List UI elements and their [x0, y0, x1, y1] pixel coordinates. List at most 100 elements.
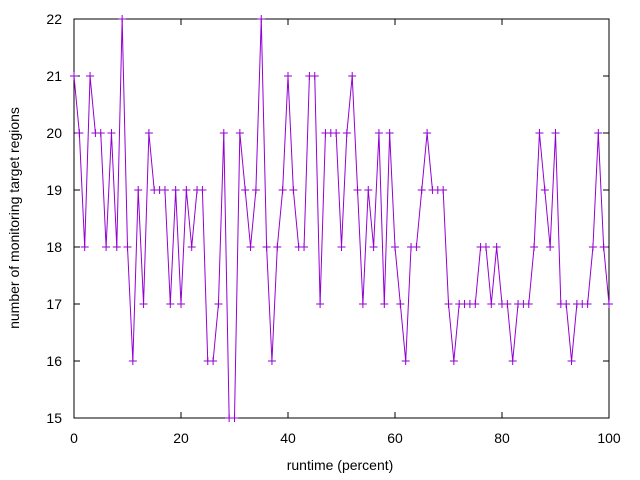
data-point [241, 186, 250, 194]
data-point [118, 15, 127, 23]
data-point [86, 72, 95, 80]
x-tick-labels: 0 20 40 60 80 100 [70, 430, 621, 446]
data-point [187, 243, 196, 251]
x-axis-label: runtime (percent) [287, 457, 394, 473]
x-tick-label: 60 [387, 430, 403, 446]
data-point [385, 129, 394, 137]
x-tick-label: 80 [494, 430, 510, 446]
data-point [540, 186, 549, 194]
data-point [423, 129, 432, 137]
plot-area-frame [73, 18, 610, 419]
data-point [439, 186, 448, 194]
data-point [487, 300, 496, 308]
data-point [503, 300, 512, 308]
data-point [530, 243, 539, 251]
series-line [73, 18, 610, 419]
y-tick-label: 19 [46, 182, 62, 198]
data-point [102, 243, 111, 251]
data-point [594, 129, 603, 137]
data-point [562, 300, 571, 308]
data-point [214, 300, 223, 308]
data-point [449, 357, 458, 365]
data-point [112, 243, 121, 251]
data-point [123, 243, 132, 251]
y-tick-label: 21 [46, 68, 62, 84]
data-point [107, 129, 116, 137]
y-tick-label: 18 [46, 239, 62, 255]
data-point [444, 300, 453, 308]
y-tick-label: 22 [46, 11, 62, 27]
data-point [481, 243, 490, 251]
data-point [144, 129, 153, 137]
data-point [524, 300, 533, 308]
data-point [396, 300, 405, 308]
data-point [364, 186, 373, 194]
x-tick-label: 20 [173, 430, 189, 446]
data-point [567, 357, 576, 365]
data-point [177, 300, 185, 308]
data-point [337, 243, 346, 251]
data-point [75, 129, 84, 137]
data-point [369, 243, 378, 251]
data-point [412, 243, 421, 251]
data-point [583, 300, 592, 308]
data-point [391, 243, 399, 251]
data-point [278, 186, 287, 194]
data-point [219, 129, 228, 137]
data-point [300, 243, 309, 251]
data-point [267, 357, 276, 365]
data-point [160, 186, 169, 194]
data-point [257, 15, 266, 23]
y-tick-label: 15 [46, 410, 62, 426]
data-point [358, 300, 367, 308]
data-point [332, 129, 341, 137]
data-point [599, 243, 608, 251]
y-tick-labels: 15 16 17 18 19 20 21 22 [46, 11, 62, 426]
data-point [508, 357, 517, 365]
data-point [546, 243, 555, 251]
data-point [182, 186, 191, 194]
data-point [171, 186, 180, 194]
data-point [139, 300, 148, 308]
data-point [348, 72, 357, 80]
data-point [374, 129, 383, 137]
data-point [401, 357, 410, 365]
data-point [80, 243, 89, 251]
axis-ticks [73, 18, 610, 419]
x-tick-label: 100 [597, 430, 621, 446]
data-point [289, 186, 298, 194]
data-point [246, 243, 255, 251]
data-point [235, 129, 244, 137]
x-tick-label: 40 [280, 430, 296, 446]
data-point [551, 129, 560, 137]
x-tick-label: 0 [70, 430, 78, 446]
data-point [70, 72, 78, 80]
data-point [128, 357, 137, 365]
data-point [230, 414, 239, 422]
data-point [134, 186, 143, 194]
data-point [605, 300, 613, 308]
data-point [262, 243, 271, 251]
y-tick-label: 17 [46, 296, 62, 312]
data-point [284, 72, 292, 80]
y-tick-label: 16 [46, 353, 62, 369]
data-point [471, 300, 480, 308]
y-axis-label: number of monitoring target regions [6, 107, 22, 329]
data-point [209, 357, 218, 365]
data-point [198, 186, 207, 194]
data-point [166, 300, 175, 308]
data-point [380, 300, 389, 308]
data-point [316, 300, 325, 308]
data-point [353, 186, 362, 194]
data-point [96, 129, 105, 137]
data-point [273, 243, 282, 251]
data-point [251, 186, 260, 194]
y-tick-label: 20 [46, 125, 62, 141]
data-point [588, 243, 597, 251]
data-point [310, 72, 319, 80]
data-point [342, 129, 351, 137]
data-point [417, 186, 426, 194]
data-point [535, 129, 544, 137]
series-layer [70, 15, 613, 422]
